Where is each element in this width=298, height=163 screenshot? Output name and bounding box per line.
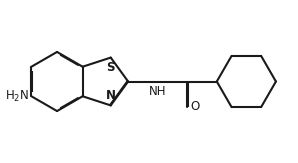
Text: NH: NH (149, 85, 166, 98)
Text: S: S (106, 61, 115, 74)
Text: O: O (191, 100, 200, 113)
Text: H$_2$N: H$_2$N (5, 89, 29, 104)
Text: N: N (106, 89, 116, 102)
